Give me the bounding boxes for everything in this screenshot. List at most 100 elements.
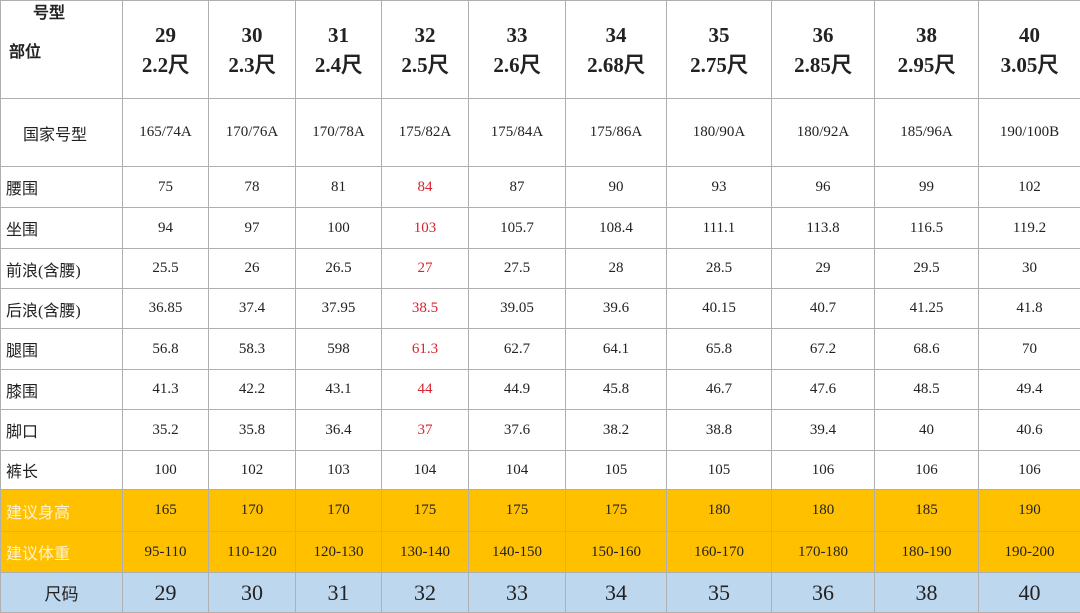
cell: 38 [875,573,979,613]
cell: 28 [566,249,667,289]
cell: 38.5 [382,289,469,329]
cell: 64.1 [566,329,667,370]
row-label: 膝围 [1,370,123,410]
cell: 67.2 [772,329,875,370]
cell: 104 [469,451,566,490]
cell: 119.2 [979,208,1080,249]
size: 30 [209,20,295,50]
cell: 29.5 [875,249,979,289]
cell: 100 [123,451,209,490]
cell: 165 [123,490,209,532]
cell: 27 [382,249,469,289]
cell: 95-110 [123,532,209,573]
size: 29 [123,20,208,50]
cell: 36 [772,573,875,613]
cell: 28.5 [667,249,772,289]
row-label: 尺码 [1,573,123,613]
chi: 2.5尺 [382,50,468,80]
cell: 36.4 [296,410,382,451]
cell: 175/84A [469,99,566,167]
row-label: 建议体重 [1,532,123,573]
cell: 120-130 [296,532,382,573]
cell: 180-190 [875,532,979,573]
cell: 39.6 [566,289,667,329]
cell: 70 [979,329,1080,370]
cell: 104 [382,451,469,490]
cell: 103 [382,208,469,249]
cell: 41.8 [979,289,1080,329]
cell: 40 [979,573,1080,613]
corner-top: 号型 [33,6,65,22]
cell: 41.25 [875,289,979,329]
cell: 100 [296,208,382,249]
cell: 170/76A [209,99,296,167]
cell: 96 [772,167,875,208]
cell: 37 [382,410,469,451]
cell: 97 [209,208,296,249]
row-label: 腰围 [1,167,123,208]
cell: 45.8 [566,370,667,410]
cell: 190/100B [979,99,1080,167]
chi: 2.75尺 [667,50,771,80]
cell: 42.2 [209,370,296,410]
cell: 41.3 [123,370,209,410]
cell: 93 [667,167,772,208]
cell: 35.8 [209,410,296,451]
cell: 38.8 [667,410,772,451]
cell: 102 [979,167,1080,208]
cell: 36.85 [123,289,209,329]
cell: 29 [123,573,209,613]
cell: 43.1 [296,370,382,410]
chi: 2.2尺 [123,50,208,80]
cell: 150-160 [566,532,667,573]
cell: 27.5 [469,249,566,289]
cell: 170-180 [772,532,875,573]
cell: 46.7 [667,370,772,410]
cell: 44 [382,370,469,410]
cell: 94 [123,208,209,249]
cell: 56.8 [123,329,209,370]
cell: 26.5 [296,249,382,289]
cell: 106 [979,451,1080,490]
chi: 3.05尺 [979,50,1080,80]
cell: 40.6 [979,410,1080,451]
row-label: 前浪(含腰) [1,249,123,289]
cell: 78 [209,167,296,208]
cell: 39.4 [772,410,875,451]
cell: 190 [979,490,1080,532]
cell: 170 [209,490,296,532]
cell: 113.8 [772,208,875,249]
cell: 99 [875,167,979,208]
size: 38 [875,20,978,50]
cell: 111.1 [667,208,772,249]
size: 31 [296,20,381,50]
cell: 49.4 [979,370,1080,410]
cell: 81 [296,167,382,208]
cell: 30 [979,249,1080,289]
cell: 180/90A [667,99,772,167]
row-label: 国家号型 [1,99,123,167]
cell: 108.4 [566,208,667,249]
cell: 87 [469,167,566,208]
cell: 90 [566,167,667,208]
chi: 2.6尺 [469,50,565,80]
cell: 175 [382,490,469,532]
size: 32 [382,20,468,50]
